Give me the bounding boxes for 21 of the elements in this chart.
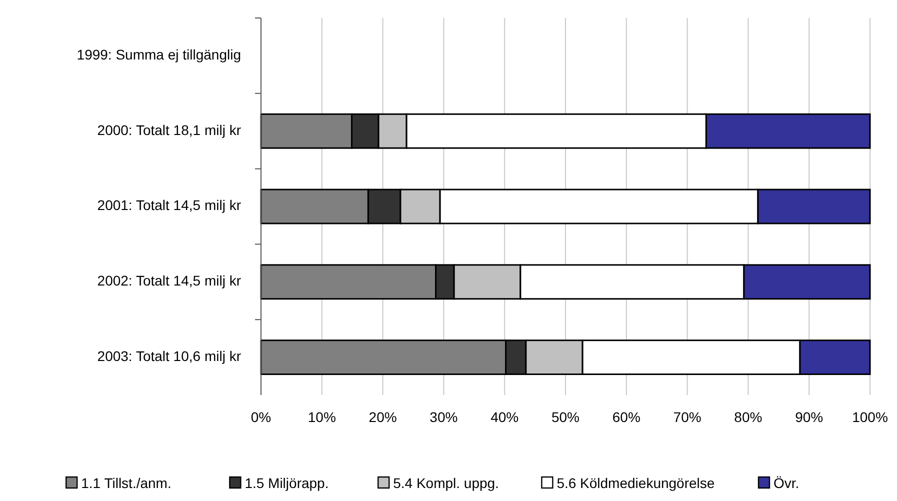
y-tick-label: 2003: Totalt 10,6 milj kr <box>97 348 242 364</box>
x-tick-label: 10% <box>308 409 336 425</box>
y-tick-label: 2000: Totalt 18,1 milj kr <box>97 122 242 138</box>
x-tick-label: 50% <box>551 409 580 425</box>
x-tick-label: 70% <box>673 409 702 425</box>
legend-label: 1.1 Tillst./anm. <box>81 475 172 491</box>
legend-label: 1.5 Miljörapp. <box>244 475 329 491</box>
x-tick-label: 40% <box>490 409 519 425</box>
x-tick-label: 20% <box>368 409 397 425</box>
legend-label: Övr. <box>774 475 800 491</box>
x-tick-label: 90% <box>795 409 824 425</box>
x-tick-label: 30% <box>430 409 458 425</box>
y-tick-label: 2002: Totalt 14,5 milj kr <box>97 272 242 289</box>
x-tick-label: 100% <box>852 409 888 425</box>
y-tick-label: 1999: Summa ej tillgänglig <box>76 46 241 62</box>
x-tick-label: 60% <box>612 409 640 425</box>
x-tick-label: 0% <box>250 409 272 425</box>
legend-label: 5.6 Köldmediekungörelse <box>556 475 715 491</box>
y-tick-label: 2001: Totalt 14,5 milj kr <box>97 197 242 214</box>
x-tick-label: 80% <box>734 409 762 425</box>
legend-label: 5.4 Kompl. uppg. <box>393 475 499 491</box>
